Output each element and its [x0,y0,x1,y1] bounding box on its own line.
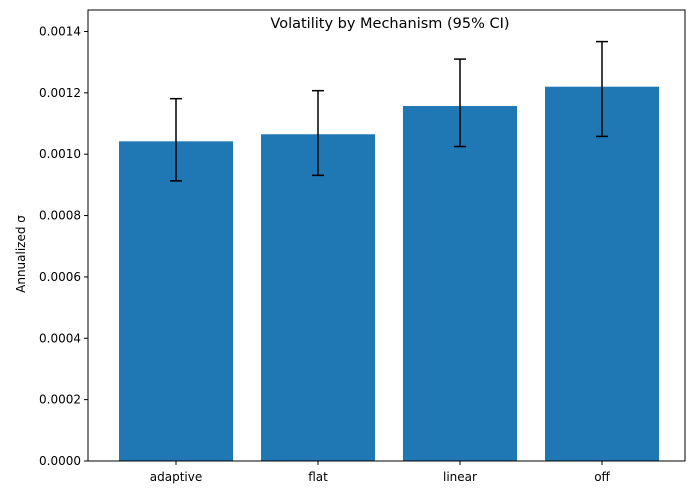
bar-linear [403,106,517,462]
y-tick-label: 0.0012 [39,86,81,100]
y-tick-label: 0.0004 [39,331,81,345]
x-tick-labels: adaptive flat linear off [150,461,611,484]
y-ticks: 0.0000 0.0002 0.0004 0.0006 0.0008 0.0010 0.00… [39,24,88,468]
bar-flat [261,134,375,461]
y-tick-label: 0.0010 [39,147,81,161]
x-tick-label-flat: flat [308,470,328,484]
bar-off [545,86,659,461]
error-bar-linear [454,58,466,148]
y-tick-label: 0.0002 [39,393,81,407]
y-tick-label: 0.0006 [39,270,81,284]
y-tick-label: 0.0000 [39,454,81,468]
bar-adaptive [119,141,233,461]
y-tick-label: 0.0014 [39,24,81,38]
error-bar-flat [312,89,324,177]
error-bar-off [596,40,608,138]
x-tick-label-adaptive: adaptive [150,470,202,484]
error-bars [170,40,608,182]
plot-frame [87,9,686,462]
x-tick-label-off: off [594,470,610,484]
y-axis-label: Annualized σ [14,215,28,293]
chart-title: Volatility by Mechanism (95% CI) [270,16,509,32]
bars [119,86,659,462]
y-tick-label: 0.0008 [39,209,81,223]
x-tick-label-linear: linear [443,470,477,484]
error-bar-adaptive [170,97,182,182]
